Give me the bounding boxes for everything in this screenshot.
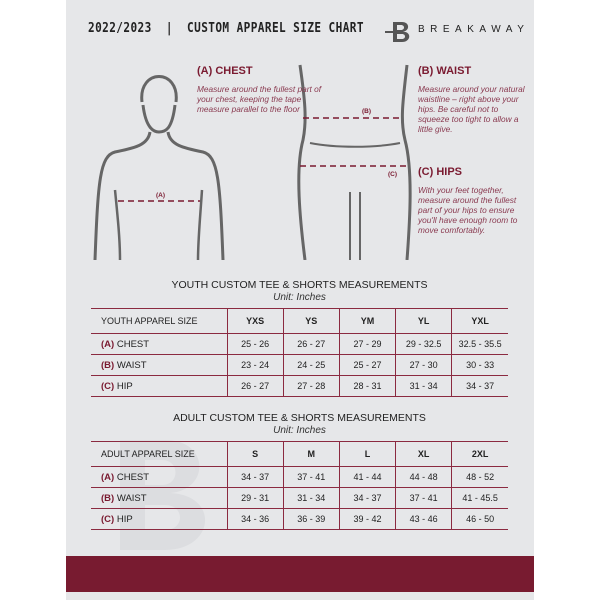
size-header: XL bbox=[395, 441, 452, 467]
table-header-row: ADULT APPAREL SIZE S M L XL 2XL bbox=[91, 441, 508, 467]
cell: 31 - 34 bbox=[282, 487, 340, 509]
brand-name: BREAKAWAY bbox=[418, 24, 530, 35]
upper-body-figure bbox=[93, 75, 225, 260]
row-code: (C) bbox=[101, 380, 115, 392]
hips-description: With your feet together, measure around … bbox=[418, 185, 518, 235]
page-title: 2022/2023 | CUSTOM APPAREL SIZE CHART bbox=[88, 20, 364, 36]
row-name: CHEST bbox=[116, 338, 150, 350]
size-header: S bbox=[226, 441, 284, 467]
cell: 24 - 25 bbox=[282, 354, 340, 376]
cell: 36 - 39 bbox=[282, 508, 340, 530]
row-label: (B) WAIST bbox=[91, 354, 227, 376]
cell: 37 - 41 bbox=[395, 487, 452, 509]
row-code: (C) bbox=[101, 513, 115, 525]
size-header: L bbox=[338, 441, 396, 467]
size-header: YL bbox=[395, 308, 452, 334]
cell: 44 - 48 bbox=[395, 466, 452, 488]
row-name: HIP bbox=[116, 513, 133, 525]
waist-description: Measure around your natural waistline – … bbox=[418, 84, 525, 134]
chest-heading: (A) CHEST bbox=[197, 65, 253, 77]
cell: 41 - 44 bbox=[338, 466, 396, 488]
table-row: (C) HIP 26 - 27 27 - 28 28 - 31 31 - 34 34 -… bbox=[91, 375, 508, 397]
table-row: (A) CHEST 34 - 37 37 - 41 41 - 44 44 - 48 48… bbox=[91, 466, 508, 488]
waist-marker: (B) bbox=[362, 108, 372, 115]
row-label: (C) HIP bbox=[91, 375, 227, 397]
adult-size-table: ADULT APPAREL SIZE S M L XL 2XL (A) CHES… bbox=[91, 441, 508, 530]
size-header: YM bbox=[338, 308, 396, 334]
cell: 32.5 - 35.5 bbox=[451, 333, 508, 355]
cell: 27 - 29 bbox=[338, 333, 396, 355]
chest-marker: (A) bbox=[156, 192, 166, 199]
row-label: (A) CHEST bbox=[91, 333, 227, 355]
row-label: (B) WAIST bbox=[91, 487, 227, 509]
cell: 48 - 52 bbox=[451, 466, 508, 488]
row-code: (A) bbox=[101, 471, 115, 483]
adult-table-title: ADULT CUSTOM TEE & SHORTS MEASUREMENTS bbox=[173, 412, 426, 424]
cell: 31 - 34 bbox=[395, 375, 452, 397]
table-row: (A) CHEST 25 - 26 26 - 27 27 - 29 29 - 32.5… bbox=[91, 333, 508, 355]
row-name: WAIST bbox=[116, 492, 147, 504]
cell: 27 - 28 bbox=[282, 375, 340, 397]
cell: 25 - 26 bbox=[226, 333, 284, 355]
size-header: YXS bbox=[226, 308, 284, 334]
hips-heading: (C) HIPS bbox=[418, 166, 462, 178]
hips-marker: (C) bbox=[388, 171, 398, 178]
waist-heading: (B) WAIST bbox=[418, 65, 472, 77]
cell: 27 - 30 bbox=[395, 354, 452, 376]
youth-size-table: YOUTH APPAREL SIZE YXS YS YM YL YXL (A) … bbox=[91, 308, 508, 397]
row-code: (B) bbox=[101, 359, 115, 371]
size-header: YS bbox=[282, 308, 340, 334]
header-label: ADULT APPAREL SIZE bbox=[91, 441, 227, 467]
cell: 26 - 27 bbox=[226, 375, 284, 397]
cell: 39 - 42 bbox=[338, 508, 396, 530]
size-header: M bbox=[282, 441, 340, 467]
youth-unit: Unit: Inches bbox=[273, 292, 326, 303]
cell: 46 - 50 bbox=[451, 508, 508, 530]
cell: 30 - 33 bbox=[451, 354, 508, 376]
breakaway-logo-icon bbox=[385, 22, 410, 42]
table-header-row: YOUTH APPAREL SIZE YXS YS YM YL YXL bbox=[91, 308, 508, 334]
cell: 41 - 45.5 bbox=[451, 487, 508, 509]
cell: 23 - 24 bbox=[226, 354, 284, 376]
youth-table-title: YOUTH CUSTOM TEE & SHORTS MEASUREMENTS bbox=[171, 279, 428, 291]
cell: 34 - 37 bbox=[451, 375, 508, 397]
size-header: 2XL bbox=[451, 441, 508, 467]
table-row: (B) WAIST 23 - 24 24 - 25 25 - 27 27 - 30 30… bbox=[91, 354, 508, 376]
row-name: WAIST bbox=[116, 359, 147, 371]
size-header: YXL bbox=[451, 308, 508, 334]
cell: 43 - 46 bbox=[395, 508, 452, 530]
row-code: (A) bbox=[101, 338, 115, 350]
adult-unit: Unit: Inches bbox=[273, 425, 326, 436]
cell: 37 - 41 bbox=[282, 466, 340, 488]
cell: 29 - 32.5 bbox=[395, 333, 452, 355]
row-name: HIP bbox=[116, 380, 133, 392]
cell: 34 - 37 bbox=[226, 466, 284, 488]
cell: 34 - 36 bbox=[226, 508, 284, 530]
cell: 25 - 27 bbox=[338, 354, 396, 376]
cell: 28 - 31 bbox=[338, 375, 396, 397]
row-name: CHEST bbox=[116, 471, 150, 483]
header-label: YOUTH APPAREL SIZE bbox=[91, 308, 227, 334]
cell: 29 - 31 bbox=[226, 487, 284, 509]
row-code: (B) bbox=[101, 492, 115, 504]
cell: 34 - 37 bbox=[338, 487, 396, 509]
row-label: (A) CHEST bbox=[91, 466, 227, 488]
footer-band bbox=[66, 556, 534, 592]
chest-description: Measure around the fullest part of your … bbox=[197, 84, 322, 114]
row-label: (C) HIP bbox=[91, 508, 227, 530]
cell: 26 - 27 bbox=[282, 333, 340, 355]
table-row: (B) WAIST 29 - 31 31 - 34 34 - 37 37 - 41 41… bbox=[91, 487, 508, 509]
lower-body-figure bbox=[297, 64, 412, 260]
table-row: (C) HIP 34 - 36 36 - 39 39 - 42 43 - 46 46 -… bbox=[91, 508, 508, 530]
